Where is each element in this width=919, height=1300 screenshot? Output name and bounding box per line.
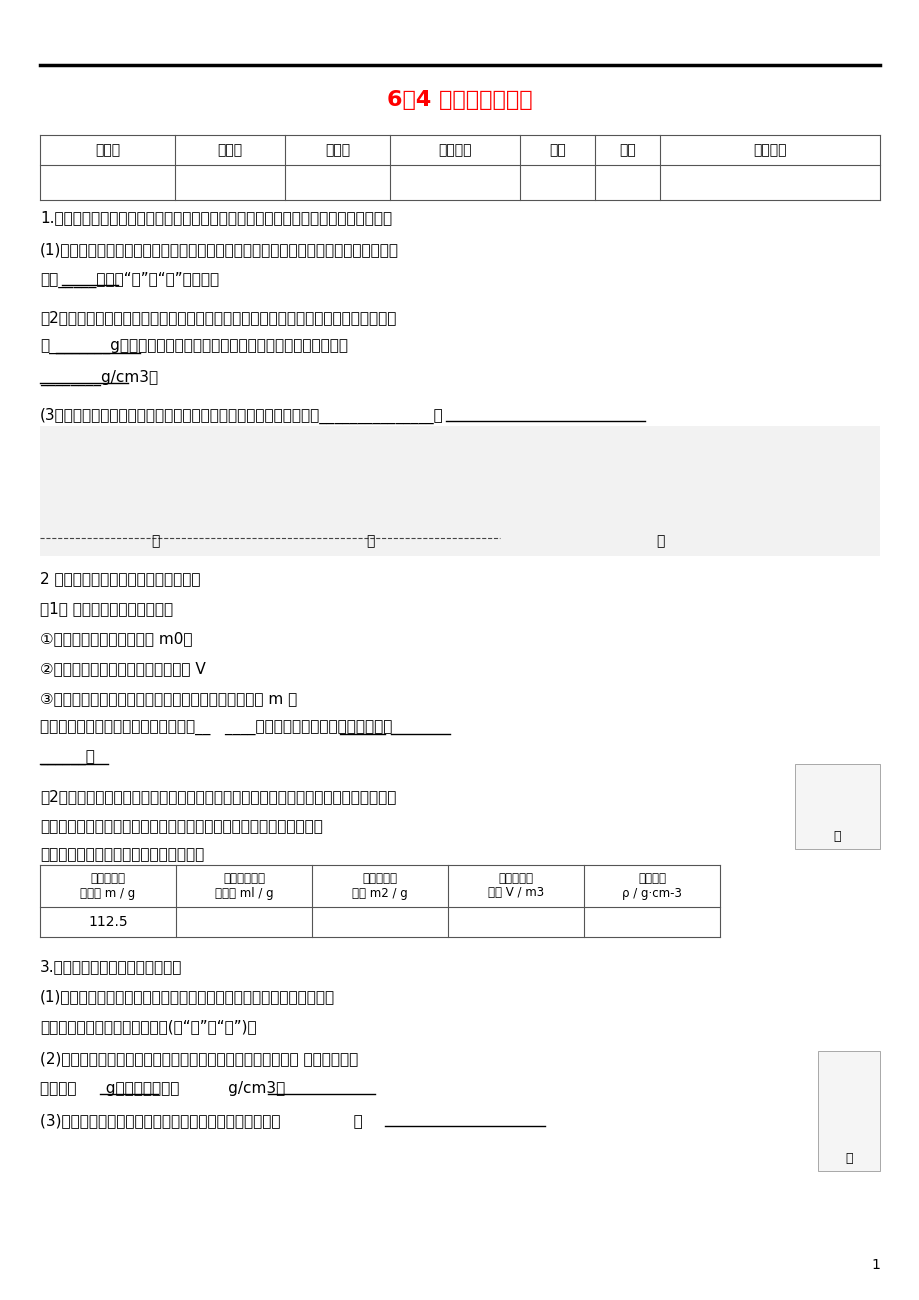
Text: ________g/cm3。: ________g/cm3。 <box>40 370 158 386</box>
Text: 丙: 丙 <box>845 1152 852 1165</box>
Text: （2）用调节好的天平测石块的质量，所用砂码和游码的位置如图乙所示，则石块的质量: （2）用调节好的天平测石块的质量，所用砂码和游码的位置如图乙所示，则石块的质量 <box>40 309 396 325</box>
Text: 根据图中数据，帮小星把下表填写完整。: 根据图中数据，帮小星把下表填写完整。 <box>40 848 204 862</box>
Text: 乙: 乙 <box>833 829 840 842</box>
Text: 学生姓名: 学生姓名 <box>437 143 471 157</box>
Text: 烧杯和剩余油: 烧杯和剩余油 <box>222 872 265 885</box>
Text: 丙: 丙 <box>655 534 664 549</box>
Text: (3）分析上述实验操作过程，发现会导致测量的密度値偏小，原因是_______________。: (3）分析上述实验操作过程，发现会导致测量的密度値偏小，原因是_________… <box>40 408 443 424</box>
Text: 审核人: 审核人 <box>324 143 350 157</box>
Text: 甲: 甲 <box>151 534 159 549</box>
Text: 112.5: 112.5 <box>88 915 128 930</box>
Text: 总质量为      g，牛奶的密度为          g/cm3。: 总质量为 g，牛奶的密度为 g/cm3。 <box>40 1082 285 1096</box>
Text: 是________g。再用量筒测出石块的体积如图丙所示，则石块的密度是: 是________g。再用量筒测出石块的体积如图丙所示，则石块的密度是 <box>40 341 347 355</box>
Text: 2 小星同学进行测定煎油密度的实验。: 2 小星同学进行测定煎油密度的实验。 <box>40 571 200 586</box>
Text: ρ / g·cm-3: ρ / g·cm-3 <box>621 887 681 900</box>
Text: 量筒中油的: 量筒中油的 <box>498 872 533 885</box>
Bar <box>794 764 879 849</box>
Text: 3.张亮通过实验测量牛奶的密度：: 3.张亮通过实验测量牛奶的密度： <box>40 959 182 974</box>
Text: ①用天平测出空烧杯的质量 m0；: ①用天平测出空烧杯的质量 m0； <box>40 630 192 646</box>
Text: (1)调节天平横梁平衡时，发现指针静止在分度盘上的位置如图甲所示，此时应将平衡螺: (1)调节天平横梁平衡时，发现指针静止在分度盘上的位置如图甲所示，此时应将平衡螺 <box>40 242 399 257</box>
Text: (3)为了更准确地测量牛奶的密度，实验步骤顺序应调整为               。: (3)为了更准确地测量牛奶的密度，实验步骤顺序应调整为 。 <box>40 1113 362 1128</box>
Text: 总质量 m / g: 总质量 m / g <box>80 887 135 900</box>
Text: （1） 第一次的方法和步骤是：: （1） 第一次的方法和步骤是： <box>40 601 173 616</box>
Text: ______。: ______。 <box>40 751 95 766</box>
Text: ③把量筒中的煎油倒入烧杯，测出烧杯和煎油的总质量 m 总: ③把量筒中的煎油倒入烧杯，测出烧杯和煎油的总质量 m 总 <box>40 692 297 706</box>
Text: ②把煎油倒入量筒，测出煎油的体积 V: ②把煎油倒入量筒，测出煎油的体积 V <box>40 660 206 676</box>
Text: 母向_____（选填“左”或“右”）移动。: 母向_____（选填“左”或“右”）移动。 <box>40 272 219 289</box>
Text: 命题人: 命题人 <box>95 143 120 157</box>
Text: 码和游码的位置如图甲所示．煎油倒入量筒后的液面位置如图乙所示。: 码和游码的位置如图甲所示．煎油倒入量筒后的液面位置如图乙所示。 <box>40 819 323 835</box>
Text: 移动平衡螺母，才能使天平平衡(填“左”或“右”)。: 移动平衡螺母，才能使天平平衡(填“左”或“右”)。 <box>40 1019 256 1034</box>
Text: 乙: 乙 <box>366 534 374 549</box>
Text: 批阅日期: 批阅日期 <box>753 143 786 157</box>
Text: 的质量 ml / g: 的质量 ml / g <box>214 887 273 900</box>
Text: 1.在一次郊游中，小明拾到一块颜色特别的石块，他想通过实验测出这块石块的密度。: 1.在一次郊游中，小明拾到一块颜色特别的石块，他想通过实验测出这块石块的密度。 <box>40 211 391 225</box>
Text: 做题人: 做题人 <box>217 143 243 157</box>
Text: 评价: 评价 <box>618 143 635 157</box>
Text: 班级: 班级 <box>549 143 565 157</box>
Bar <box>817 1050 879 1171</box>
Text: 6、4 密度知识的应用: 6、4 密度知识的应用 <box>387 90 532 110</box>
Text: 量筒中油的: 量筒中油的 <box>362 872 397 885</box>
Text: (1)调节天平横梁平衡时，指针偏向分度盘中央刻度线的右侧，此时应向: (1)调节天平横梁平衡时，指针偏向分度盘中央刻度线的右侧，此时应向 <box>40 989 335 1004</box>
Bar <box>40 426 879 556</box>
Text: 体积 V / m3: 体积 V / m3 <box>487 887 543 900</box>
Text: （2）经改进后，小星的方法和步骤完全正确。他称量烧杯和剩余煎油的质量时，所用砂: （2）经改进后，小星的方法和步骤完全正确。他称量烧杯和剩余煎油的质量时，所用砂 <box>40 789 396 803</box>
Text: 1: 1 <box>870 1258 879 1271</box>
Text: 油的密度: 油的密度 <box>637 872 665 885</box>
Text: 质量 m2 / g: 质量 m2 / g <box>352 887 407 900</box>
Text: (2)他按图中甲、乙、丙的步骤顺序进行实验，依图中数据可知 牛奶和烧杯的: (2)他按图中甲、乙、丙的步骤顺序进行实验，依图中数据可知 牛奶和烧杯的 <box>40 1050 357 1066</box>
Text: 请用上述物理量写出煎油密度的计算式__   ____。这样测出的密度与真实値相比偏: 请用上述物理量写出煎油密度的计算式__ ____。这样测出的密度与真实値相比偏 <box>40 722 391 736</box>
Text: 烧杯和油的: 烧杯和油的 <box>90 872 125 885</box>
